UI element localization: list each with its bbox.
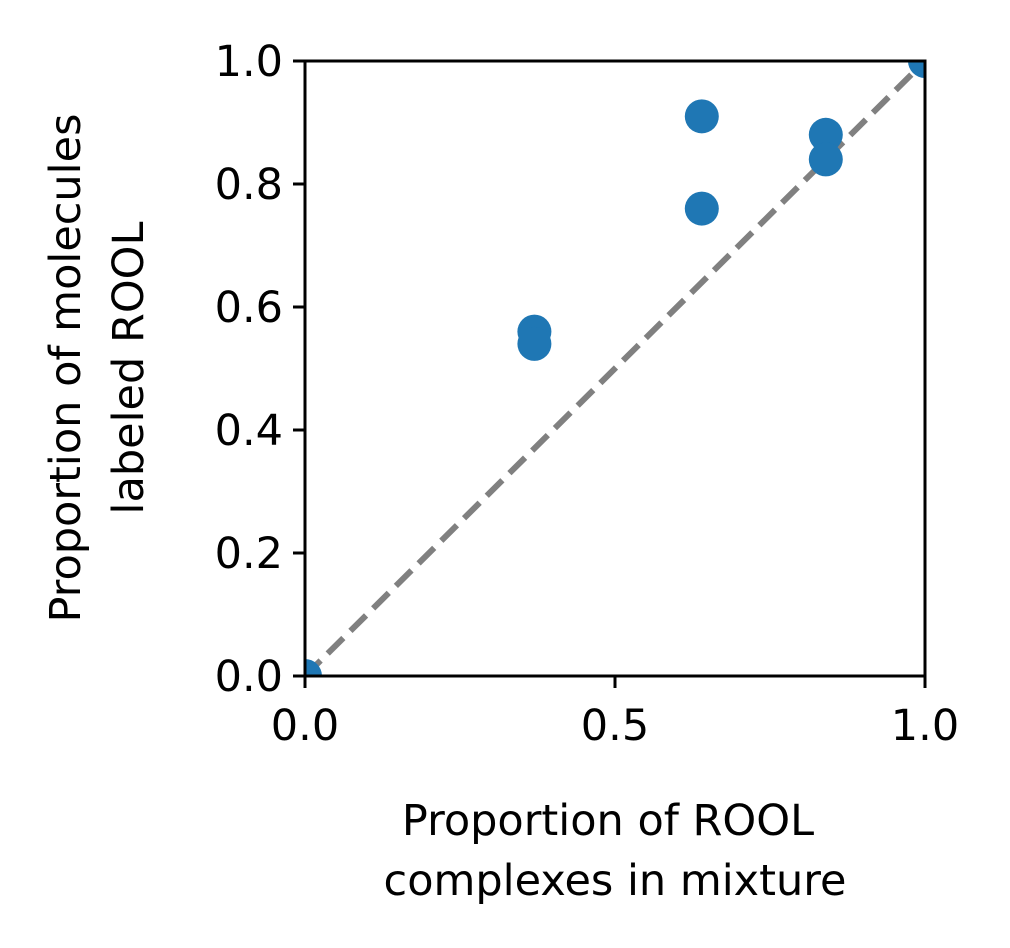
y-tick-label: 0.0 xyxy=(215,652,283,702)
data-point xyxy=(908,61,925,78)
data-point xyxy=(684,191,719,226)
y-tick-label: 0.8 xyxy=(215,160,283,210)
data-point xyxy=(684,99,719,134)
y-tick-label: 1.0 xyxy=(215,37,283,87)
data-points xyxy=(305,61,925,676)
y-axis-title-line-1: Proportion of molecules xyxy=(41,114,91,623)
x-tick-label: 0.5 xyxy=(581,701,649,751)
y-tick-label: 0.4 xyxy=(215,406,283,456)
y-tick-label: 0.2 xyxy=(215,529,283,579)
data-point xyxy=(808,142,843,177)
data-point xyxy=(517,326,552,361)
y-tick-label: 0.6 xyxy=(215,283,283,333)
x-axis-title-line-2: complexes in mixture xyxy=(384,856,847,906)
identity-reference-line xyxy=(305,61,925,676)
x-tick-label: 0.0 xyxy=(271,701,339,751)
x-tick-label: 1.0 xyxy=(891,701,959,751)
x-axis-ticks: 0.0 0.5 1.0 xyxy=(271,676,959,751)
data-point xyxy=(305,659,322,676)
data-point xyxy=(808,117,843,152)
y-axis-title-line-2: labeled ROOL xyxy=(104,221,154,514)
y-axis-ticks: 0.0 0.2 0.4 0.6 0.8 1.0 xyxy=(215,37,305,702)
x-axis-title-line-1: Proportion of ROOL xyxy=(402,796,814,846)
